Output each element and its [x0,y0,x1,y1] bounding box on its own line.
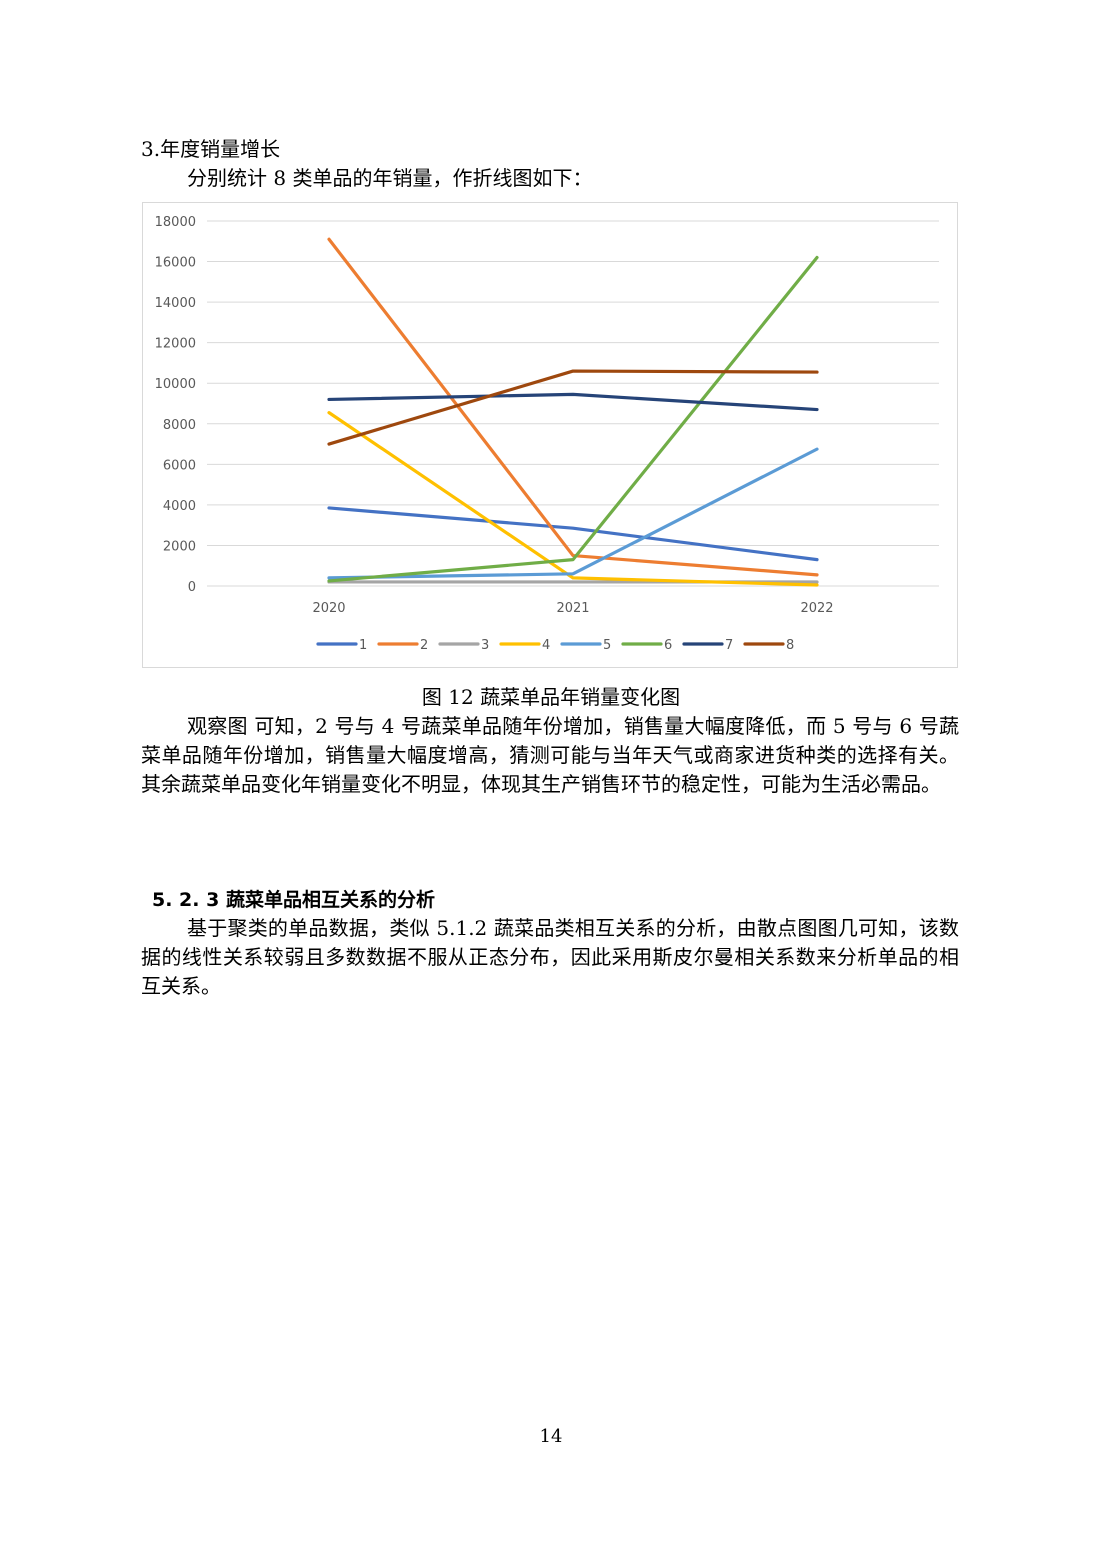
y-tick-label: 14000 [155,296,196,311]
y-tick-label: 8000 [163,418,196,433]
subsection-heading: 3.年度销量增长 [141,137,281,161]
page-number: 14 [539,1426,563,1447]
intro-paragraph: 分别统计 8 类单品的年销量，作折线图如下： [187,166,593,190]
y-tick-label: 2000 [163,539,196,554]
legend-label-7: 7 [725,638,733,653]
legend-label-5: 5 [603,638,611,653]
legend-label-8: 8 [786,638,794,653]
figure-caption: 图 12 蔬菜单品年销量变化图 [421,685,681,709]
legend-label-6: 6 [664,638,672,653]
y-tick-label: 18000 [155,215,196,230]
legend-label-2: 2 [420,638,428,653]
y-tick-label: 12000 [155,337,196,352]
y-tick-label: 4000 [163,499,196,514]
series-line-7 [327,392,819,412]
series-line-1 [327,506,819,562]
y-tick-label: 0 [188,580,196,595]
legend-label-4: 4 [542,638,550,653]
series-line-4 [327,411,819,587]
observation-paragraph: 观察图 可知，2 号与 4 号蔬菜单品随年份增加，销售量大幅度降低，而 5 号与… [141,714,959,796]
legend-label-1: 1 [359,638,367,653]
series-line-5 [327,447,819,580]
section-paragraph: 基于聚类的单品数据，类似 5.1.2 蔬菜品类相互关系的分析，由散点图图几可知，… [141,916,959,998]
x-tick-label: 2020 [312,601,345,616]
line-chart-svg: 0 2000 4000 6000 8000 10000 12000 14000 16000 180… [155,215,939,653]
y-tick-label: 10000 [155,377,196,392]
x-tick-label: 2021 [556,601,589,616]
section-heading: 5. 2. 3 蔬菜单品相互关系的分析 [152,889,435,911]
y-tick-label: 16000 [155,256,196,271]
y-tick-label: 6000 [163,458,196,473]
legend-label-3: 3 [481,638,489,653]
series-line-6 [327,255,819,583]
series-line-2 [327,237,819,577]
x-tick-label: 2022 [800,601,833,616]
line-chart: 0 2000 4000 6000 8000 10000 12000 14000 16000 180… [142,202,958,668]
series-line-8 [327,369,819,446]
